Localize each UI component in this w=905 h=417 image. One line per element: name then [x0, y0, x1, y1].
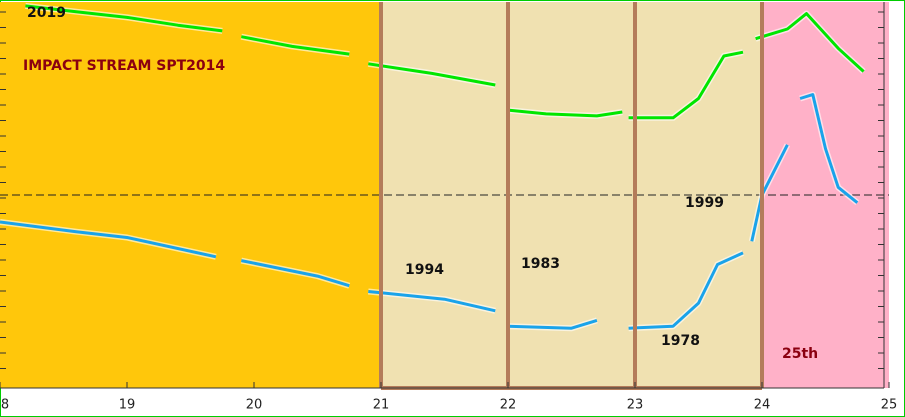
annotation: 1999	[685, 195, 724, 211]
x-tick-label: 24	[754, 398, 771, 413]
x-tick-label: 20	[246, 398, 263, 413]
series-line	[0, 93, 859, 330]
x-tick-label: 19	[119, 398, 136, 413]
annotation: 1994	[405, 262, 444, 278]
x-tick-label: 25	[881, 398, 898, 413]
annotation: IMPACT STREAM SPT2014	[23, 58, 225, 74]
backgrounds	[0, 2, 889, 388]
x-tick-label: 21	[373, 398, 390, 413]
annotation: 25th	[782, 346, 818, 362]
x-tick-label: 22	[500, 398, 517, 413]
series-line	[25, 4, 865, 120]
annotation: 2019	[27, 5, 66, 21]
plot: 8 19 20 21 22 23 24 25	[0, 2, 897, 413]
x-tick-label: 23	[627, 398, 644, 413]
x-tick-label: 8	[1, 398, 9, 413]
annotation: 1983	[521, 256, 560, 272]
annotation: 1978	[661, 333, 700, 349]
